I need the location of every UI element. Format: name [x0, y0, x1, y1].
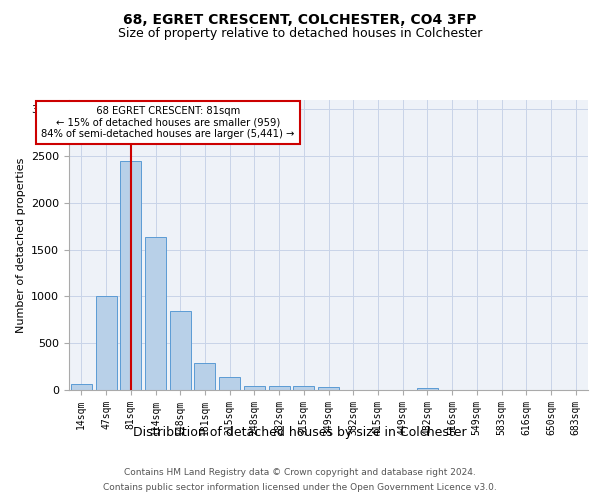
Text: Contains public sector information licensed under the Open Government Licence v3: Contains public sector information licen…	[103, 483, 497, 492]
Bar	[417, 388, 438, 390]
Text: 68 EGRET CRESCENT: 81sqm  
← 15% of detached houses are smaller (959)
84% of sem: 68 EGRET CRESCENT: 81sqm ← 15% of detach…	[41, 106, 295, 139]
Bar	[293, 386, 314, 390]
Bar	[318, 387, 339, 390]
Bar	[95, 296, 116, 390]
Bar	[269, 386, 290, 390]
Text: 68, EGRET CRESCENT, COLCHESTER, CO4 3FP: 68, EGRET CRESCENT, COLCHESTER, CO4 3FP	[123, 12, 477, 26]
Bar	[244, 386, 265, 390]
Text: Contains HM Land Registry data © Crown copyright and database right 2024.: Contains HM Land Registry data © Crown c…	[124, 468, 476, 477]
Bar	[219, 377, 240, 390]
Bar	[120, 161, 141, 390]
Bar	[194, 363, 215, 390]
Y-axis label: Number of detached properties: Number of detached properties	[16, 158, 26, 332]
Text: Size of property relative to detached houses in Colchester: Size of property relative to detached ho…	[118, 28, 482, 40]
Bar	[71, 384, 92, 390]
Bar	[145, 236, 166, 390]
Bar	[170, 312, 191, 390]
Text: Distribution of detached houses by size in Colchester: Distribution of detached houses by size …	[133, 426, 467, 439]
